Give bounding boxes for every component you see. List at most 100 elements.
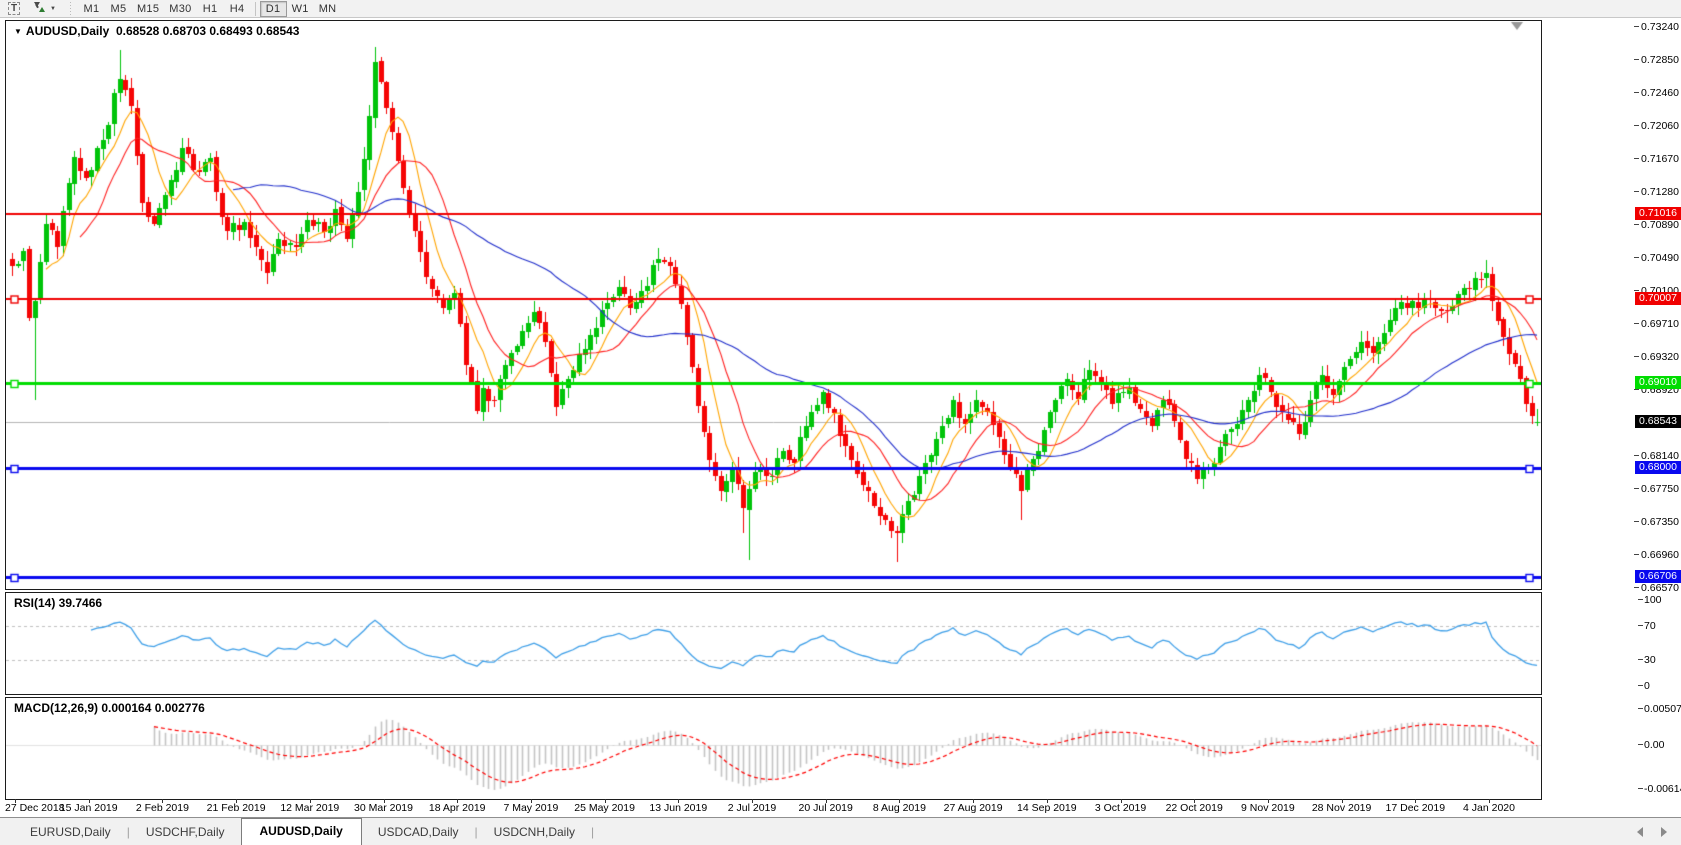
toolbar-grip (67, 1, 73, 16)
tab-separator: | (126, 825, 130, 839)
timeframe-button-w1[interactable]: W1 (291, 2, 309, 15)
price-tick-mark (1634, 487, 1639, 489)
diagonal-arrows-icon (32, 0, 47, 17)
hline-price-flag: 0.70007 (1635, 291, 1681, 305)
date-tick-label: 3 Oct 2019 (1094, 802, 1147, 814)
date-tick-mark (530, 799, 532, 803)
main-chart-canvas[interactable] (6, 21, 1541, 589)
rsi-tick-label: 30 (1644, 654, 1656, 667)
date-tick-mark (1267, 799, 1269, 803)
price-tick-label: 0.73240 (1641, 20, 1679, 33)
hline-price-flag: 0.68000 (1635, 460, 1681, 474)
date-tick-mark (88, 799, 90, 803)
price-tick-mark (1634, 158, 1639, 160)
price-tick-label: 0.67750 (1641, 482, 1679, 495)
time-axis[interactable]: 27 Dec 2018 15 Jan 2019 2 Feb 2019 21 Feb 2… (5, 799, 1542, 817)
rsi-tick-mark (1638, 685, 1643, 686)
date-tick-label: 2 Feb 2019 (135, 802, 189, 814)
chart-tab-bar: EURUSD,Daily | USDCHF,Daily AUDUSD,Daily USD… (0, 817, 1681, 845)
date-tick-mark (825, 799, 827, 803)
macd-tick-mark (1638, 707, 1643, 709)
rsi-tick-label: 70 (1644, 619, 1656, 632)
date-tick-mark (457, 799, 459, 803)
price-tick-label: 0.71670 (1641, 153, 1679, 166)
price-tick-mark (1634, 257, 1639, 259)
macd-canvas[interactable] (6, 698, 1541, 799)
current-price-flag: 0.68543 (1635, 415, 1681, 429)
timeframe-button-m5[interactable]: M5 (110, 2, 127, 15)
arrows-tool-button[interactable]: ▼ (28, 1, 60, 17)
date-tick-label: 17 Dec 2019 (1385, 802, 1446, 814)
price-tick-mark (1634, 586, 1639, 588)
macd-tick-mark (1638, 743, 1643, 745)
tab-separator: | (474, 825, 478, 839)
date-tick-label: 9 Nov 2019 (1241, 802, 1295, 814)
tab-usdchf[interactable]: USDCHF,Daily (145, 825, 225, 839)
macd-panel: MACD(12,26,9) 0.000164 0.002776 (5, 697, 1542, 800)
price-tick-mark (1634, 454, 1639, 456)
dropdown-caret-icon: ▼ (50, 5, 56, 12)
timeframe-button-h4[interactable]: H4 (229, 2, 245, 15)
tab-scroll-left-icon[interactable] (1637, 827, 1643, 837)
timeframe-button-m30[interactable]: M30 (169, 2, 192, 15)
price-tick-mark (1634, 125, 1639, 127)
date-tick-mark (752, 799, 753, 803)
timeframe-button-h1[interactable]: H1 (202, 2, 218, 15)
date-tick-mark (1341, 799, 1343, 803)
macd-tick-label: 0.00 (1644, 738, 1665, 751)
timeframe-button-m1[interactable]: M1 (83, 2, 100, 15)
tab-usdcad[interactable]: USDCAD,Daily (377, 825, 459, 839)
price-tick-mark (1634, 389, 1639, 391)
tab-separator: | (591, 825, 595, 839)
date-tick-label: 18 Apr 2019 (428, 802, 486, 814)
text-tool-button[interactable]: T (4, 1, 24, 17)
date-tick-mark (604, 799, 606, 803)
date-tick-label: 15 Jan 2019 (59, 802, 118, 814)
date-tick-mark (899, 799, 901, 803)
date-tick-label: 8 Aug 2019 (872, 802, 926, 814)
rsi-panel: RSI(14) 39.7466 (5, 592, 1542, 695)
date-tick-mark (1046, 799, 1048, 803)
price-tick-mark (1634, 25, 1639, 27)
tab-usdcnh[interactable]: USDCNH,Daily (493, 825, 576, 839)
date-tick-label: 20 Jul 2019 (798, 802, 853, 814)
date-tick-label: 30 Mar 2019 (354, 802, 413, 814)
price-tick-label: 0.69320 (1641, 350, 1679, 363)
date-tick-mark (236, 799, 238, 803)
hline-price-flag: 0.71016 (1635, 207, 1681, 221)
date-tick-label: 13 Jun 2019 (649, 802, 708, 814)
price-tick-mark (1634, 355, 1639, 357)
date-tick-label: 21 Feb 2019 (206, 802, 266, 814)
price-tick-label: 0.67350 (1641, 516, 1679, 529)
rsi-tick-mark (1638, 624, 1643, 626)
macd-tick-mark (1638, 787, 1643, 789)
collapse-indicator-icon: ▼ (14, 27, 22, 36)
timeframe-button-mn[interactable]: MN (318, 2, 337, 15)
tab-audusd[interactable]: AUDUSD,Daily (240, 818, 362, 845)
price-tick-mark (1634, 521, 1639, 523)
tab-scroll-right-icon[interactable] (1661, 827, 1667, 837)
date-tick-mark (162, 799, 164, 803)
rsi-canvas[interactable] (6, 593, 1541, 694)
macd-label: MACD(12,26,9) 0.000164 0.002776 (14, 701, 205, 715)
price-tick-mark (1634, 190, 1639, 192)
timeframe-button-m15[interactable]: M15 (136, 2, 160, 15)
chart-symbol-label: AUDUSD,Daily (25, 24, 110, 38)
price-tick-label: 0.66960 (1641, 549, 1679, 562)
date-tick-label: 27 Dec 2018 (5, 802, 65, 814)
chart-title: ▼ AUDUSD,Daily 0.68528 0.68703 0.68493 0.… (14, 24, 299, 38)
price-tick-label: 0.69710 (1641, 317, 1679, 330)
chart-ohlc-values: 0.68528 0.68703 0.68493 0.68543 (115, 24, 300, 38)
price-tick-label: 0.70490 (1641, 252, 1679, 265)
price-axis[interactable]: 0.73240 0.72850 0.72460 0.72060 0.71670 0.712… (1543, 20, 1681, 800)
price-tick-mark (1634, 223, 1639, 225)
date-tick-mark (1415, 799, 1417, 803)
date-tick-mark (973, 799, 975, 803)
date-tick-label: 25 May 2019 (574, 802, 635, 814)
date-tick-mark (383, 799, 385, 803)
timeframe-button-d1[interactable]: D1 (259, 0, 287, 17)
tab-eurusd[interactable]: EURUSD,Daily (30, 825, 111, 839)
price-tick-label: 0.72060 (1641, 120, 1679, 133)
rsi-tick-mark (1638, 659, 1643, 661)
date-tick-mark (309, 799, 311, 803)
